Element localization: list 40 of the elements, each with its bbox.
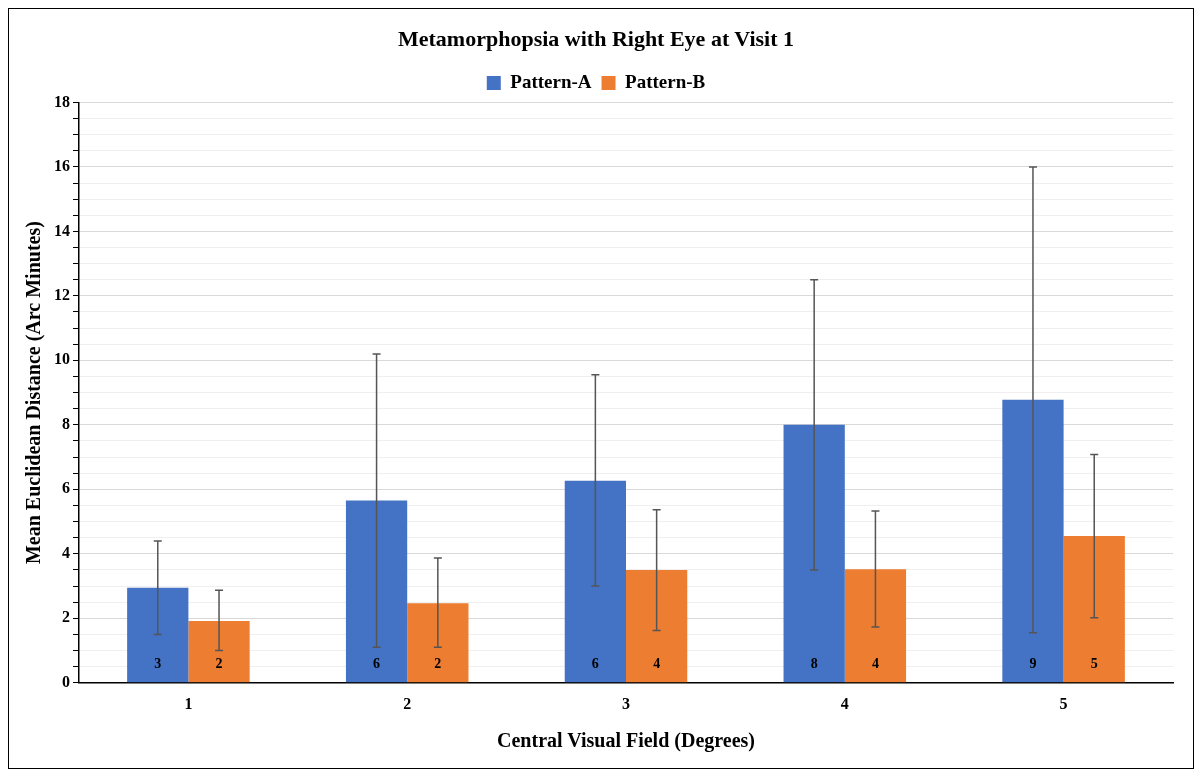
- y-tick-label: 10: [54, 350, 70, 368]
- x-tick-label: 4: [840, 694, 849, 712]
- bar: [1002, 399, 1064, 683]
- y-tick-label: 16: [54, 157, 70, 175]
- data-label: 2: [434, 656, 442, 672]
- data-label: 3: [154, 656, 162, 672]
- x-tick-label: 3: [622, 694, 630, 712]
- y-axis-title: Mean Euclidean Distance (Arc Minutes): [22, 221, 46, 565]
- data-label: 2: [215, 656, 223, 672]
- y-tick-label: 6: [62, 479, 70, 497]
- data-label: 4: [653, 656, 661, 672]
- bar: [407, 603, 469, 683]
- bar: [345, 500, 408, 683]
- y-tick-label: 18: [54, 92, 70, 110]
- bar: [783, 424, 845, 683]
- x-tick-label: 5: [1059, 694, 1068, 712]
- data-label: 5: [1090, 656, 1098, 672]
- y-tick-label: 4: [62, 543, 70, 561]
- legend-label: Pattern-B: [625, 70, 706, 92]
- bar: [1063, 536, 1125, 683]
- y-tick-label: 2: [62, 608, 70, 626]
- chart-title: Metamorphopsia with Right Eye at Visit 1: [398, 25, 794, 51]
- bar: [188, 620, 250, 683]
- bar: [626, 569, 688, 683]
- bar: [564, 480, 626, 683]
- bar: [127, 587, 189, 683]
- data-label: 4: [871, 656, 879, 672]
- y-tick-label: 0: [62, 672, 70, 690]
- data-label: 9: [1029, 656, 1037, 672]
- data-label: 8: [810, 656, 818, 672]
- x-tick-label: 2: [403, 694, 412, 712]
- y-tick-label: 8: [62, 414, 70, 432]
- x-axis-title: Central Visual Field (Degrees): [497, 729, 755, 753]
- y-tick-label: 12: [54, 286, 70, 304]
- x-tick-label: 1: [184, 694, 193, 712]
- legend-label: Pattern-A: [510, 70, 592, 92]
- data-label: 6: [373, 656, 381, 672]
- data-label: 6: [591, 656, 599, 672]
- bar: [844, 569, 907, 683]
- y-tick-label: 14: [54, 221, 70, 239]
